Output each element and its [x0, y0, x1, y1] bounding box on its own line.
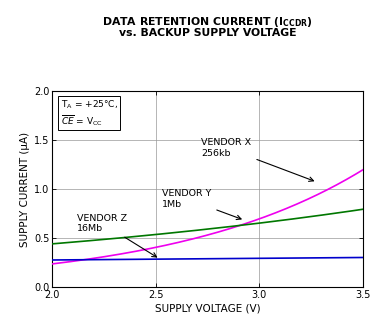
X-axis label: SUPPLY VOLTAGE (V): SUPPLY VOLTAGE (V) — [155, 304, 260, 314]
Text: VENDOR X
256kb: VENDOR X 256kb — [201, 138, 313, 181]
Text: $\mathregular{T_A}$ = +25°C,
$\overline{CE}$ = $\mathregular{V_{CC}}$: $\mathregular{T_A}$ = +25°C, $\overline{… — [61, 98, 118, 127]
Text: DATA RETENTION CURRENT ($\mathregular{I_{CCDR}}$): DATA RETENTION CURRENT ($\mathregular{I_… — [102, 15, 313, 29]
Text: VENDOR Z
16Mb: VENDOR Z 16Mb — [77, 214, 157, 257]
Text: vs. BACKUP SUPPLY VOLTAGE: vs. BACKUP SUPPLY VOLTAGE — [119, 28, 296, 38]
Text: VENDOR Y
1Mb: VENDOR Y 1Mb — [162, 189, 241, 219]
Y-axis label: SUPPLY CURRENT (μA): SUPPLY CURRENT (μA) — [20, 131, 30, 247]
